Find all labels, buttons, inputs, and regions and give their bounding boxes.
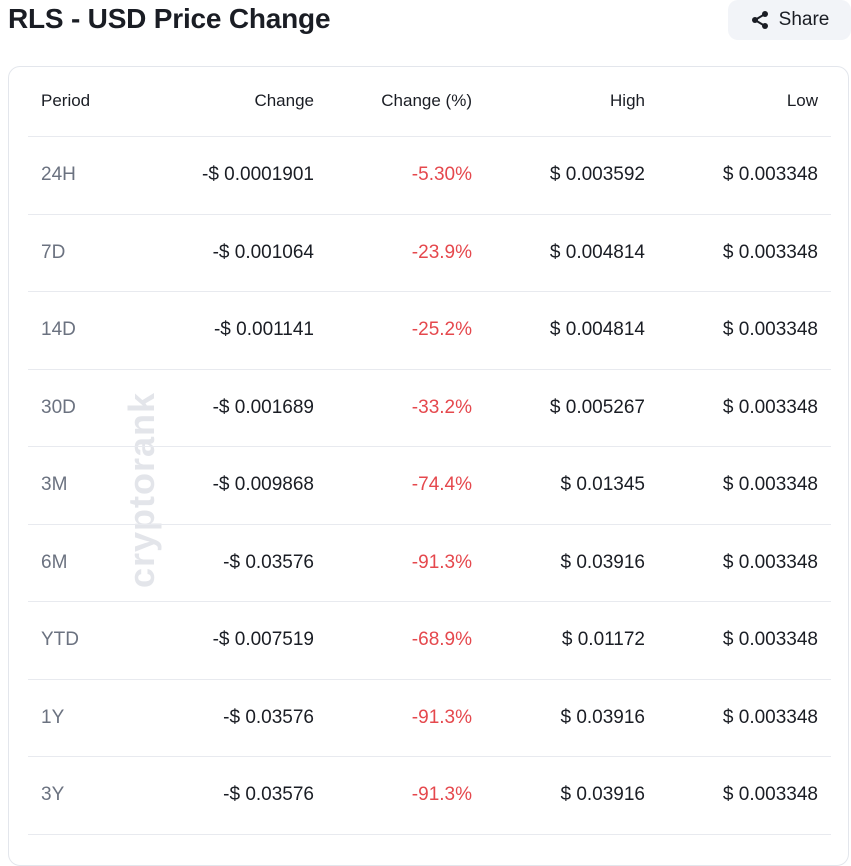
table-cell: 24H: [41, 164, 76, 186]
table-cell: -$ 0.001689: [212, 396, 314, 418]
table-cell: $ 0.003348: [722, 164, 818, 186]
table-cell: -33.2%: [411, 396, 472, 418]
table-row: 24H -$ 0.0001901 -5.30% $ 0.003592 $ 0.00334…: [28, 137, 831, 215]
table-row: 7D -$ 0.001064 -23.9% $ 0.004814 $ 0.003348: [28, 215, 831, 292]
table-cell: $ 0.003348: [722, 319, 818, 341]
table-cell: $ 0.003348: [722, 784, 818, 806]
table-cell: -$ 0.001064: [212, 241, 314, 263]
table-cell: $ 0.005267: [549, 396, 645, 418]
table-row: 1Y -$ 0.03576 -91.3% $ 0.03916 $ 0.003348: [28, 680, 831, 757]
page-title: RLS - USD Price Change: [8, 3, 331, 34]
table-cell: $ 0.003348: [722, 396, 818, 418]
column-header: Change: [254, 91, 314, 110]
share-icon: [751, 11, 768, 29]
column-header: Low: [786, 91, 818, 110]
table-row: 3Y -$ 0.03576 -91.3% $ 0.03916 $ 0.003348: [28, 757, 831, 835]
table-row: 6M -$ 0.03576 -91.3% $ 0.03916 $ 0.003348: [28, 525, 831, 602]
table-cell: -91.3%: [411, 706, 472, 728]
table-cell: $ 0.003592: [549, 164, 645, 186]
table-row: 30D -$ 0.001689 -33.2% $ 0.005267 $ 0.003348: [28, 370, 831, 447]
table-cell: 3Y: [41, 784, 65, 806]
table-cell: $ 0.003348: [722, 706, 818, 728]
page-body: RLS - USD Price Change Share cryptorank …: [8, 0, 851, 866]
table-cell: -$ 0.03576: [223, 551, 314, 573]
table-row: 14D -$ 0.001141 -25.2% $ 0.004814 $ 0.003348: [28, 292, 831, 370]
table-cell: $ 0.01345: [560, 474, 645, 496]
table-cell: -74.4%: [411, 474, 472, 496]
table-cell: -25.2%: [411, 319, 472, 341]
table-cell: $ 0.003348: [722, 241, 818, 263]
table-cell: $ 0.03916: [560, 706, 645, 728]
table-cell: -$ 0.007519: [212, 629, 314, 651]
table-cell: -$ 0.001141: [213, 319, 314, 341]
share-button[interactable]: Share: [728, 0, 851, 40]
column-header: High: [610, 91, 645, 110]
table-cell: $ 0.003348: [722, 474, 818, 496]
table-cell: $ 0.003348: [722, 551, 818, 573]
table-cell: $ 0.03916: [560, 551, 645, 573]
table-cell: 30D: [41, 396, 76, 418]
table-row: YTD -$ 0.007519 -68.9% $ 0.01172 $ 0.003348: [28, 602, 831, 680]
table-cell: -5.30%: [411, 164, 472, 186]
table-cell: 7D: [41, 241, 66, 263]
table-cell: 14D: [41, 319, 76, 341]
table-cell: -$ 0.03576: [223, 706, 314, 728]
table-cell: -$ 0.03576: [223, 784, 314, 806]
table-cell: $ 0.003348: [722, 629, 818, 651]
price-change-table: Period Change Change (%) High Low 24H -$ 0.000…: [28, 66, 831, 835]
table-cell: -$ 0.009868: [212, 474, 314, 496]
share-label: Share: [778, 9, 830, 30]
table-cell: -68.9%: [411, 629, 472, 651]
column-header: Period: [41, 91, 91, 110]
table-cell: -91.3%: [411, 551, 472, 573]
table-cell: $ 0.03916: [560, 784, 645, 806]
table-row: 3M -$ 0.009868 -74.4% $ 0.01345 $ 0.003348: [28, 447, 831, 525]
table-cell: $ 0.01172: [561, 629, 645, 651]
column-header: Change (%): [381, 91, 472, 110]
table-cell: $ 0.004814: [549, 319, 645, 341]
table-cell: YTD: [41, 629, 79, 651]
table-cell: -$ 0.0001901: [202, 164, 314, 186]
table-cell: 6M: [41, 551, 68, 573]
table-cell: -23.9%: [411, 241, 472, 263]
page: RLS - USD Price Change {"header": {"titl…: [8, 0, 851, 866]
table-cell: $ 0.004814: [549, 241, 645, 263]
table-cell: 1Y: [41, 706, 65, 728]
table-cell: 3M: [41, 474, 68, 496]
header-row: Period Change Change (%) High Low: [28, 66, 831, 137]
table-cell: -91.3%: [411, 784, 472, 806]
